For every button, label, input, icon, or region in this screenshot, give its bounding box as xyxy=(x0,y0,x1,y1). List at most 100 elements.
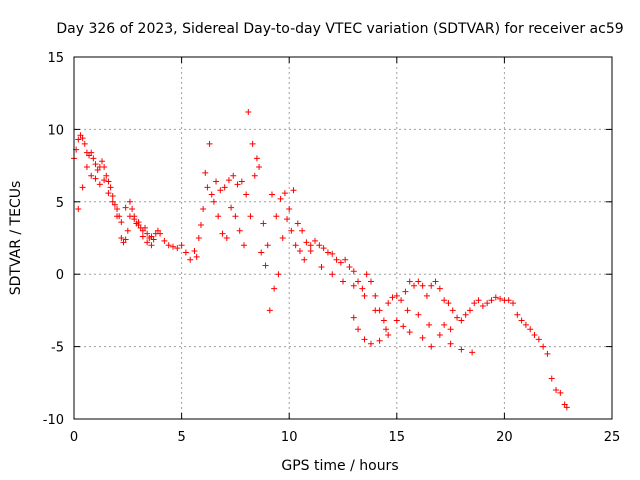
data-point xyxy=(118,235,125,241)
data-point xyxy=(79,184,86,191)
data-point xyxy=(535,336,542,343)
data-point xyxy=(333,256,340,263)
data-point xyxy=(114,213,121,220)
y-tick-label: -10 xyxy=(43,413,64,428)
data-point xyxy=(142,224,149,231)
data-point xyxy=(129,206,136,213)
data-point xyxy=(221,184,228,191)
data-point xyxy=(296,248,303,255)
data-point xyxy=(363,271,370,278)
data-point xyxy=(161,237,168,244)
data-point xyxy=(376,337,383,344)
data-point xyxy=(484,300,491,307)
data-point xyxy=(355,278,362,285)
data-point xyxy=(228,204,235,211)
data-point xyxy=(109,198,116,205)
data-point xyxy=(531,332,538,339)
data-point xyxy=(466,307,473,314)
data-point xyxy=(307,248,314,255)
data-point xyxy=(103,172,110,179)
data-point xyxy=(372,307,379,314)
data-point xyxy=(329,250,336,257)
data-point xyxy=(312,237,319,244)
data-point xyxy=(367,278,374,285)
data-point xyxy=(449,307,456,314)
data-point xyxy=(169,243,176,250)
data-point xyxy=(428,343,435,350)
data-point xyxy=(247,213,254,220)
data-point xyxy=(447,340,454,347)
data-point xyxy=(144,230,151,237)
data-point xyxy=(202,169,209,176)
data-point xyxy=(436,332,443,339)
data-point xyxy=(144,239,151,246)
data-point xyxy=(355,326,362,333)
data-point xyxy=(243,191,250,198)
data-point xyxy=(492,294,499,301)
data-point xyxy=(124,227,131,234)
data-point xyxy=(256,164,263,171)
data-point xyxy=(150,236,157,243)
data-point xyxy=(462,311,469,318)
data-point xyxy=(398,297,405,304)
y-tick-label: 10 xyxy=(47,123,64,138)
data-point xyxy=(380,317,387,324)
data-point xyxy=(419,334,426,341)
data-point xyxy=(458,346,465,353)
data-point xyxy=(208,191,215,198)
data-point xyxy=(426,321,433,328)
data-point xyxy=(210,198,217,205)
data-point xyxy=(96,181,103,188)
data-point xyxy=(273,213,280,220)
data-point xyxy=(350,268,357,275)
data-point xyxy=(428,282,435,289)
data-point xyxy=(260,220,267,227)
y-tick-label: -5 xyxy=(51,341,64,356)
data-point xyxy=(126,198,133,205)
data-point xyxy=(301,256,308,263)
data-point xyxy=(423,292,430,299)
data-point xyxy=(383,326,390,333)
plot-border xyxy=(73,56,613,420)
data-point xyxy=(469,349,476,356)
x-tick-label: 15 xyxy=(389,430,406,445)
data-point xyxy=(245,109,252,116)
data-point xyxy=(219,230,226,237)
data-point xyxy=(264,242,271,249)
data-point xyxy=(101,177,108,184)
data-point xyxy=(320,245,327,252)
data-point xyxy=(385,332,392,339)
data-point xyxy=(109,193,116,200)
data-point xyxy=(279,235,286,241)
data-point xyxy=(234,181,241,188)
data-point xyxy=(275,271,282,278)
x-tick-label: 10 xyxy=(281,430,298,445)
data-point xyxy=(342,256,349,263)
data-point xyxy=(118,219,125,226)
data-point xyxy=(540,343,547,350)
data-point xyxy=(286,206,293,213)
data-point xyxy=(447,326,454,333)
data-point xyxy=(105,178,112,185)
data-point xyxy=(372,292,379,299)
data-point xyxy=(544,350,551,357)
data-point xyxy=(324,249,331,256)
data-point xyxy=(271,285,278,292)
data-point xyxy=(436,285,443,292)
data-point xyxy=(215,213,222,220)
data-point xyxy=(505,297,512,304)
data-point xyxy=(253,155,260,162)
data-point xyxy=(432,278,439,285)
data-point xyxy=(329,271,336,278)
data-point xyxy=(471,300,478,307)
data-point xyxy=(497,295,504,302)
data-point xyxy=(510,300,517,307)
data-point xyxy=(318,263,325,270)
data-point xyxy=(107,184,114,191)
data-point xyxy=(200,206,207,213)
data-point xyxy=(527,326,534,333)
data-point xyxy=(522,321,529,328)
data-point xyxy=(79,135,86,142)
data-point xyxy=(92,161,99,168)
